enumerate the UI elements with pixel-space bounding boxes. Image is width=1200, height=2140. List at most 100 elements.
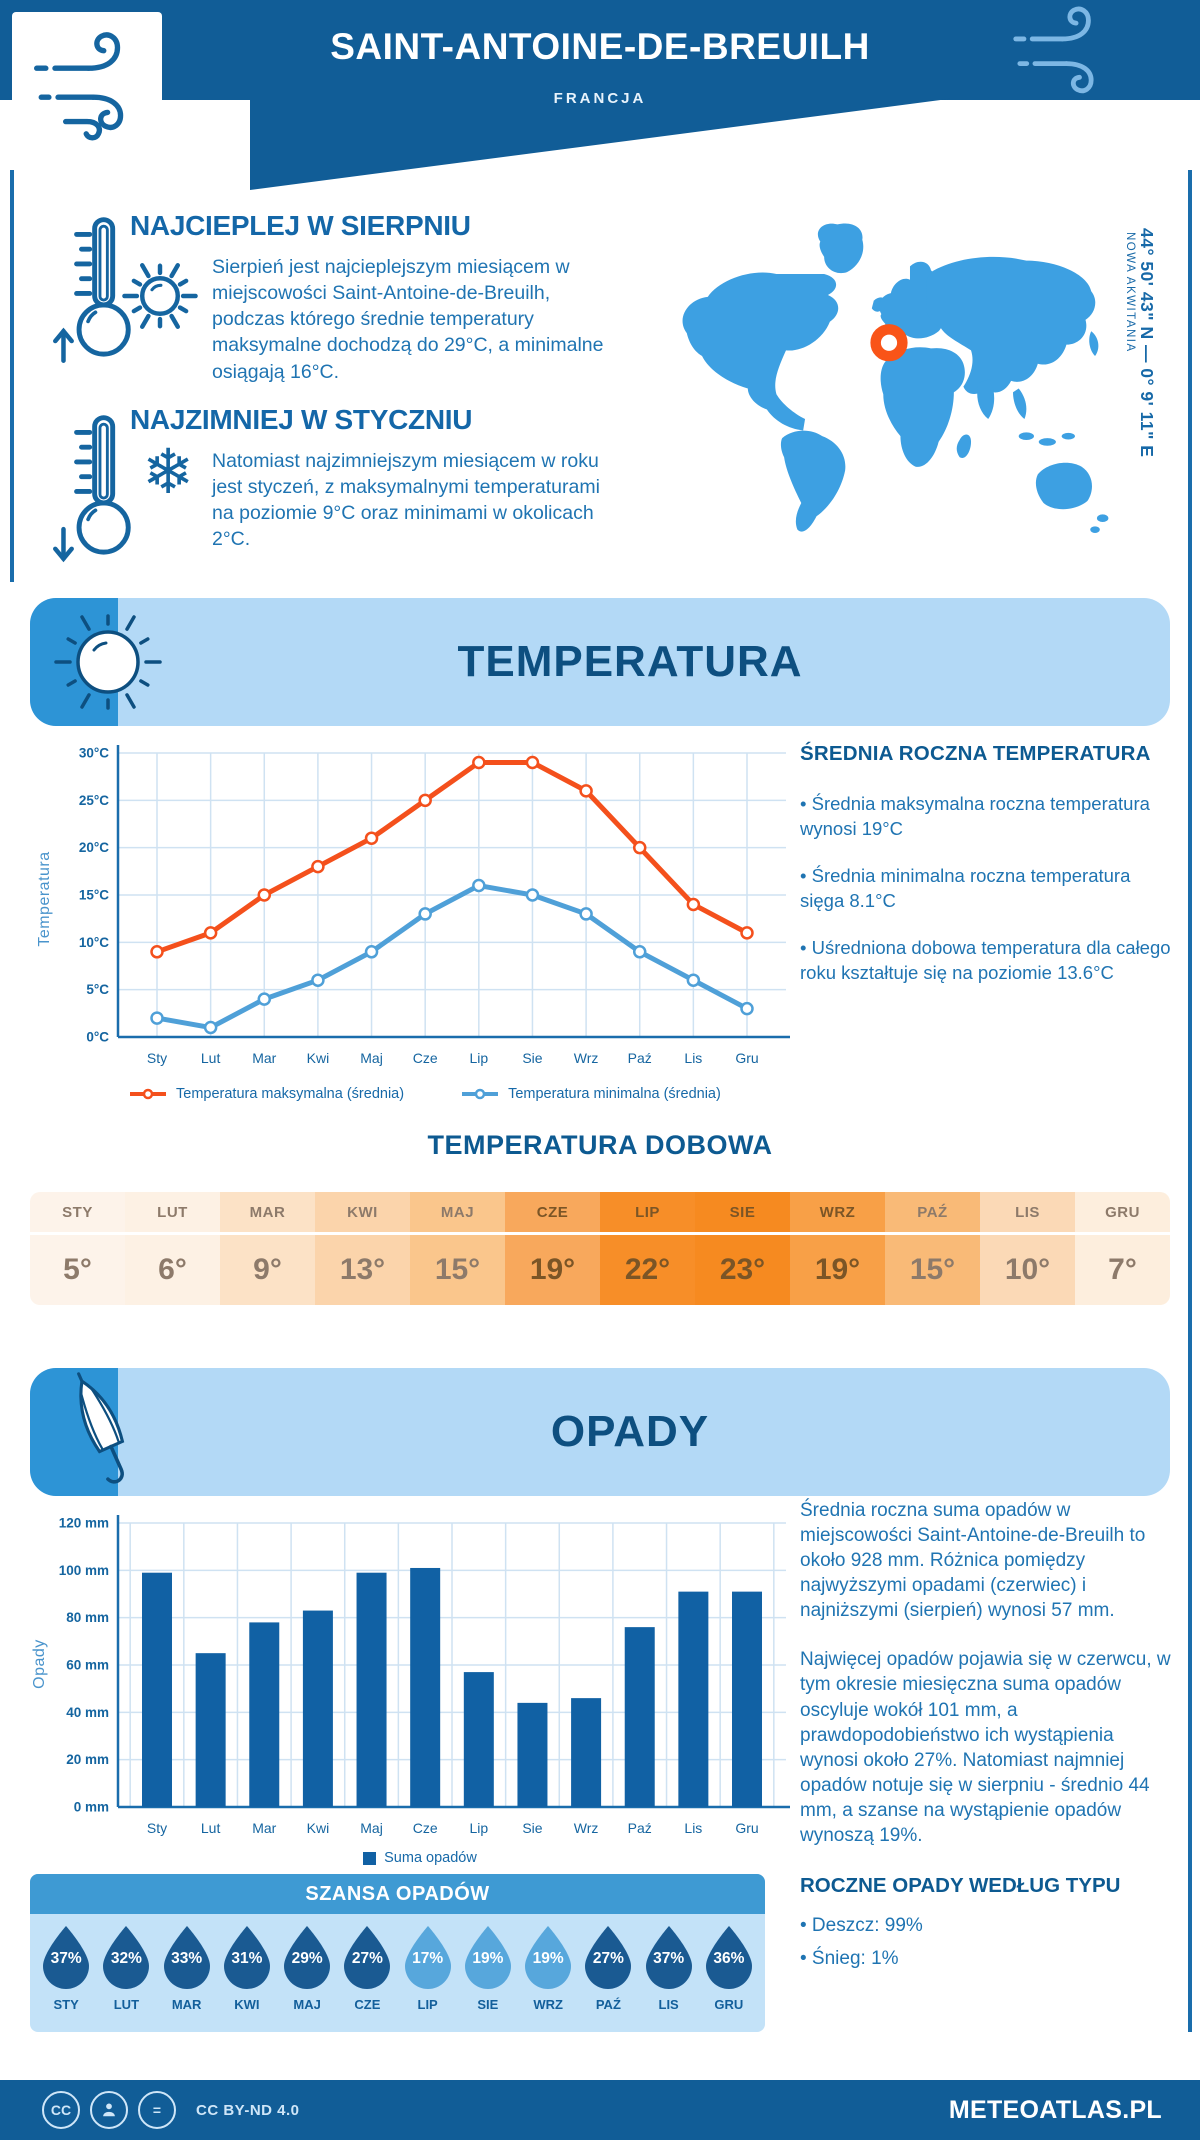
stats-bullet: • Średnia minimalna roczna temperatura s…: [800, 864, 1131, 911]
chance-month: SIE: [477, 1997, 499, 2012]
daily-temp-value: 10°: [980, 1235, 1075, 1305]
daily-temp-value: 23°: [695, 1235, 790, 1305]
precip-chart-legend: Suma opadów: [40, 1850, 800, 1866]
daily-temp-month: MAR: [220, 1192, 315, 1235]
data-point: [686, 897, 701, 912]
y-tick-label: 80 mm: [66, 1610, 109, 1625]
temperature-section-title: TEMPERATURA: [457, 637, 803, 686]
daily-temp-value: 6°: [125, 1235, 220, 1305]
precip-paragraph: Najwięcej opadów pojawia się w czerwcu, …: [800, 1649, 1171, 1846]
data-point: [418, 907, 432, 921]
thermometer-up-icon: [52, 206, 134, 381]
bar: [410, 1567, 441, 1807]
chance-month: LIP: [417, 1997, 438, 2012]
x-tick-label: Paź: [628, 1820, 652, 1836]
data-point: [418, 793, 432, 808]
daily-temp-month: PAŹ: [885, 1192, 980, 1235]
coldest-text: Natomiast najzimniejszym miesiącem w rok…: [212, 450, 600, 551]
warmest-text: Sierpień jest najcieplejszym miesiącem w…: [212, 256, 604, 383]
x-tick-label: Lis: [684, 1820, 702, 1836]
data-point: [150, 945, 164, 959]
chance-percent: 31%: [231, 1950, 263, 1967]
chance-percent: 29%: [291, 1950, 323, 1967]
data-point: [257, 888, 272, 902]
license-label: CC BY-ND 4.0: [196, 2101, 300, 2119]
series-line: [154, 759, 750, 955]
chance-month: KWI: [234, 1997, 260, 2012]
precipitation-chance-title: SZANSA OPADÓW: [30, 1874, 765, 1914]
data-point: [686, 973, 701, 987]
data-point: [579, 907, 593, 921]
header-left-tile: [12, 12, 162, 162]
water-drop-icon: [464, 1926, 511, 1989]
temperature-section-banner: TEMPERATURA: [30, 598, 1170, 726]
data-point: [579, 784, 593, 798]
wind-icon: [26, 24, 148, 151]
water-drop-icon: [284, 1926, 331, 1989]
chance-month: LIS: [658, 1997, 679, 2012]
y-tick-label: 30°C: [79, 746, 109, 761]
precipitation-chance-panel: SZANSA OPADÓW 37% STY 32% LUT 33% MAR 31% KWI 29…: [30, 1874, 765, 2032]
water-drop-icon: [344, 1926, 391, 1989]
coordinates-text: 44° 50' 43" N — 0° 9' 11" E: [1137, 228, 1157, 458]
legend-precip-sum: Suma opadów: [363, 1850, 477, 1866]
precip-chance-drop: 27% CZE: [339, 1924, 395, 2012]
location-marker: [870, 324, 908, 362]
data-point: [740, 926, 754, 940]
data-point: [311, 973, 325, 987]
data-point: [364, 831, 379, 845]
precip-chance-drop: 31% KWI: [219, 1924, 275, 2012]
data-point: [203, 926, 218, 940]
y-tick-label: 120 mm: [59, 1516, 109, 1531]
y-tick-label: 15°C: [79, 888, 109, 903]
x-tick-label: Sie: [522, 1820, 542, 1836]
bar: [517, 1702, 548, 1807]
x-tick-label: Sie: [522, 1050, 542, 1066]
water-drop-icon: [223, 1926, 270, 1989]
right-accent-line: [1188, 170, 1192, 2032]
x-tick-label: Mar: [252, 1820, 276, 1836]
y-tick-label: 20 mm: [66, 1752, 109, 1767]
precip-type-rain: • Deszcz: 99%: [800, 1915, 923, 1937]
bar: [571, 1698, 602, 1807]
precip-paragraph: Średnia roczna suma opadów w miejscowośc…: [800, 1500, 1146, 1622]
chance-percent: 19%: [472, 1950, 504, 1967]
temp-chart-legend: Temperatura maksymalna (średnia) Tempera…: [128, 1086, 721, 1102]
daily-temp-month: KWI: [315, 1192, 410, 1235]
x-tick-label: Gru: [735, 1050, 758, 1066]
warmest-heading: NAJCIEPLEJ W SIERPNIU: [130, 210, 471, 241]
data-point: [740, 1001, 754, 1016]
thermometer-down-icon: [52, 404, 134, 579]
series-line: [154, 883, 750, 1031]
daily-temp-value: 19°: [790, 1235, 885, 1305]
water-drop-icon: [525, 1926, 572, 1989]
daily-temp-month: STY: [30, 1192, 125, 1235]
x-tick-label: Lut: [201, 1820, 221, 1836]
y-tick-label: 25°C: [79, 793, 109, 808]
stats-bullet: • Średnia maksymalna roczna temperatura …: [800, 793, 1150, 839]
country-label: FRANCJA: [553, 90, 647, 107]
chance-month: MAR: [171, 1997, 202, 2012]
region-text: NOWA AKWITANIA: [1124, 232, 1136, 353]
data-point: [311, 859, 325, 874]
x-tick-label: Lip: [469, 1050, 488, 1066]
daily-temp-month: SIE: [695, 1192, 790, 1235]
bar: [463, 1672, 494, 1807]
precip-chance-drop: 37% STY: [38, 1924, 94, 2012]
chance-month: CZE: [354, 1997, 381, 2012]
umbrella-icon: [44, 1366, 162, 1505]
daily-temp-value: 19°: [505, 1235, 600, 1305]
wind-icon-right: [1002, 6, 1120, 107]
precipitation-chance-drops: 37% STY 32% LUT 33% MAR 31% KWI 29% MAJ 27% CZE 17% L…: [30, 1914, 765, 2012]
precip-chance-drop: 37% LIS: [641, 1924, 697, 2012]
chance-month: PAŹ: [595, 1997, 621, 2012]
daily-temp-value: 13°: [315, 1235, 410, 1305]
precip-chance-drop: 27% PAŹ: [580, 1924, 636, 2012]
y-tick-label: 5°C: [86, 982, 109, 997]
x-tick-label: Lip: [469, 1820, 488, 1836]
precipitation-section-banner: OPADY: [30, 1368, 1170, 1496]
x-tick-label: Lis: [684, 1050, 702, 1066]
daily-temp-value: 15°: [410, 1235, 505, 1305]
chance-percent: 27%: [592, 1950, 624, 1967]
precip-chance-drop: 17% LIP: [400, 1924, 456, 2012]
